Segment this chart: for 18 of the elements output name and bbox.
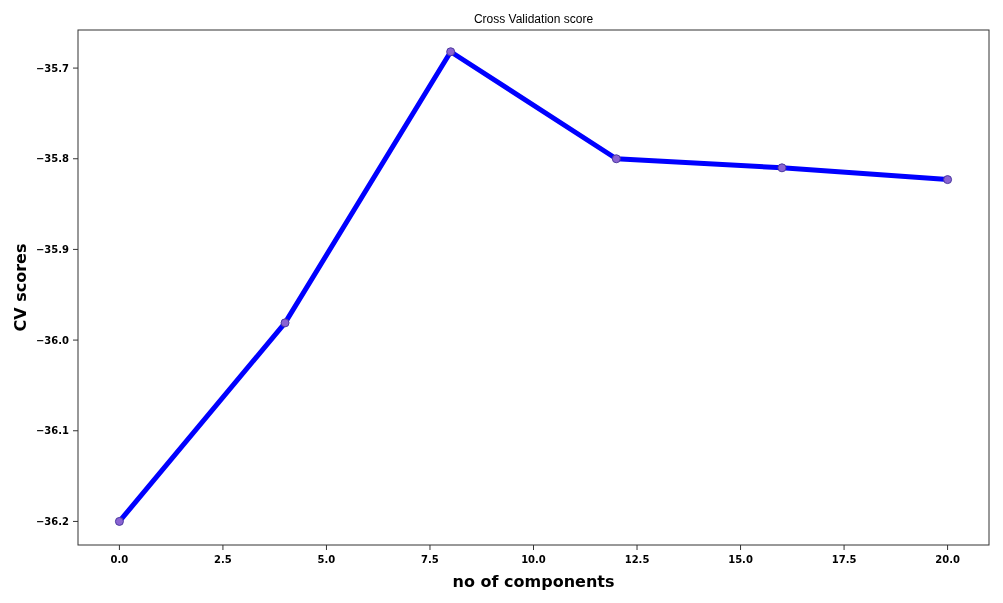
x-tick-label: 12.5 <box>624 554 650 565</box>
y-axis-title: CV scores <box>11 243 30 332</box>
x-tick-label: 5.0 <box>317 554 336 565</box>
y-tick-label: −36.1 <box>35 425 70 437</box>
x-tick-label: 15.0 <box>728 554 753 565</box>
y-tick-label: −35.8 <box>35 153 70 165</box>
y-tick-label: −35.7 <box>35 62 70 74</box>
x-axis-title: no of components <box>452 572 615 591</box>
x-tick-label: 7.5 <box>421 554 439 565</box>
y-tick-label: −36.2 <box>35 515 70 527</box>
x-tick-label: 20.0 <box>935 554 960 565</box>
chart-title: Cross Validation score <box>473 12 594 26</box>
x-tick-label: 2.5 <box>214 554 232 565</box>
x-tick-label: 17.5 <box>831 554 857 565</box>
x-tick-label: 10.0 <box>521 554 546 565</box>
y-tick-label: −35.9 <box>35 243 70 255</box>
y-tick-label: −36.0 <box>35 334 70 346</box>
x-tick-label: 0.0 <box>110 554 129 565</box>
